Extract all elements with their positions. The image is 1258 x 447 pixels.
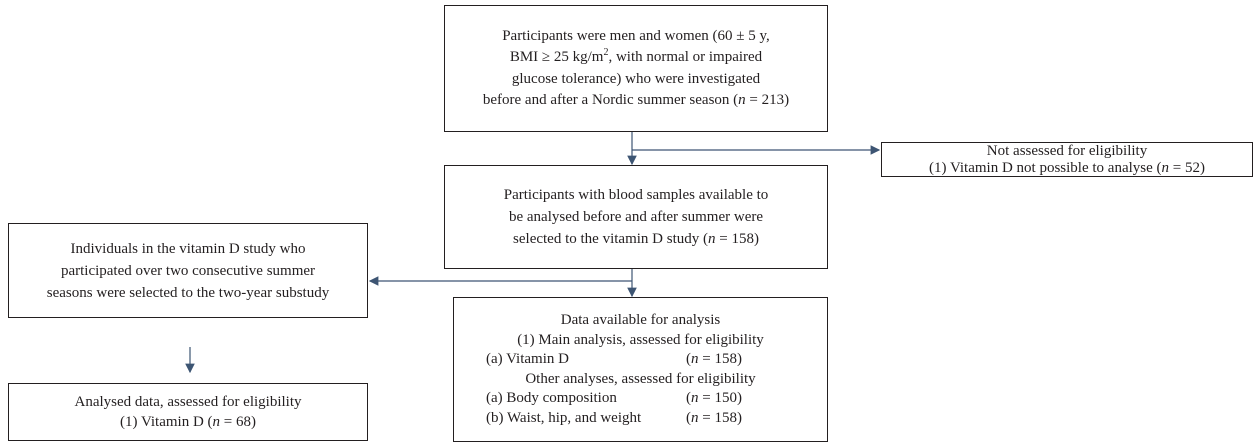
text: Not assessed for eligibility [986, 142, 1148, 159]
item-label: (b) Waist, hip, and weight [486, 409, 641, 429]
line: participated over two consecutive summer [9, 260, 367, 282]
line: BMI ≥ 25 kg/m2, with normal or impaired [445, 47, 827, 69]
line: (1) Vitamin D not possible to analyse (n… [882, 160, 1252, 177]
text: n [691, 409, 699, 426]
line: (1) Vitamin D (n = 68) [9, 412, 367, 432]
text: be analysed before and after summer were [508, 209, 764, 225]
text: 2 [603, 47, 609, 58]
text: seasons were selected to the two-year su… [46, 284, 330, 301]
line: (a) Vitamin D (n = 158) [454, 350, 827, 370]
line: (a) Body composition (n = 150) [454, 389, 827, 409]
item-count: (n = 150) [686, 389, 742, 409]
line: Data available for analysis [454, 311, 827, 331]
text: glucose tolerance) who were investigated [511, 70, 761, 87]
text: n [212, 414, 221, 430]
text: BMI ≥ 25 kg/m [509, 49, 604, 65]
line: selected to the vitamin D study (n = 158… [445, 228, 827, 250]
text: (1) Vitamin D not possible to analyse ( [928, 159, 1162, 176]
line: before and after a Nordic summer season … [445, 90, 827, 112]
line: Participants with blood samples availabl… [445, 184, 827, 206]
item-count: (n = 158) [686, 350, 742, 370]
line: glucose tolerance) who were investigated [445, 69, 827, 91]
line: (1) Main analysis, assessed for eligibil… [454, 331, 827, 351]
line: (b) Waist, hip, and weight (n = 158) [454, 409, 827, 429]
text: n [691, 390, 699, 406]
line: Not assessed for eligibility [882, 143, 1252, 160]
line: seasons were selected to the two-year su… [9, 282, 367, 304]
text: before and after a Nordic summer season … [482, 92, 739, 108]
text: (1) Vitamin D ( [119, 414, 213, 430]
text: Participants were men and women (60 ± 5 … [502, 27, 770, 44]
text: = 213) [745, 92, 790, 108]
line: Analysed data, assessed for eligibility [9, 392, 367, 412]
text: Other analyses, assessed for eligibility [525, 370, 756, 387]
text: ( [686, 390, 691, 406]
item-label: (a) Body composition [486, 389, 617, 409]
text: Analysed data, assessed for eligibility [74, 394, 302, 410]
text: = 158) [698, 409, 742, 426]
item-count: (n = 158) [686, 409, 742, 429]
text: n [738, 92, 746, 108]
node: Analysed data, assessed for eligibility (… [8, 383, 368, 441]
text: n [708, 231, 716, 247]
node: Not assessed for eligibility (1) Vitamin … [881, 142, 1253, 177]
text: n [1161, 159, 1170, 176]
line: Individuals in the vitamin D study who [9, 238, 367, 260]
text: ( [686, 351, 691, 367]
text: = 150) [698, 390, 742, 406]
text: selected to the vitamin D study ( [513, 231, 708, 247]
text: Data available for analysis [560, 312, 721, 328]
text: (b) Waist, hip, and weight [486, 409, 642, 426]
text: = 68) [220, 414, 257, 430]
text: (a) Body composition [486, 390, 617, 406]
text: (1) Main analysis, assessed for eligibil… [517, 331, 764, 348]
node: Individuals in the vitamin D study who pa… [8, 223, 368, 318]
node: Participants were men and women (60 ± 5 … [444, 5, 828, 132]
text: participated over two consecutive summer [60, 262, 316, 279]
line: Other analyses, assessed for eligibility [454, 370, 827, 390]
line: be analysed before and after summer were [445, 206, 827, 228]
node: Participants with blood samples availabl… [444, 165, 828, 269]
text: , with normal or impaired [608, 49, 763, 65]
node: Data available for analysis (1) Main anal… [453, 297, 828, 442]
text: ( [686, 409, 691, 426]
text: = 158) [698, 351, 742, 367]
text: Participants with blood samples availabl… [503, 187, 769, 203]
item-label: (a) Vitamin D [486, 350, 569, 370]
text: n [691, 351, 699, 367]
text: = 52) [1169, 159, 1205, 176]
text: Individuals in the vitamin D study who [70, 240, 306, 257]
text: = 158) [715, 231, 759, 247]
text: (a) Vitamin D [486, 351, 569, 367]
line: Participants were men and women (60 ± 5 … [445, 26, 827, 48]
